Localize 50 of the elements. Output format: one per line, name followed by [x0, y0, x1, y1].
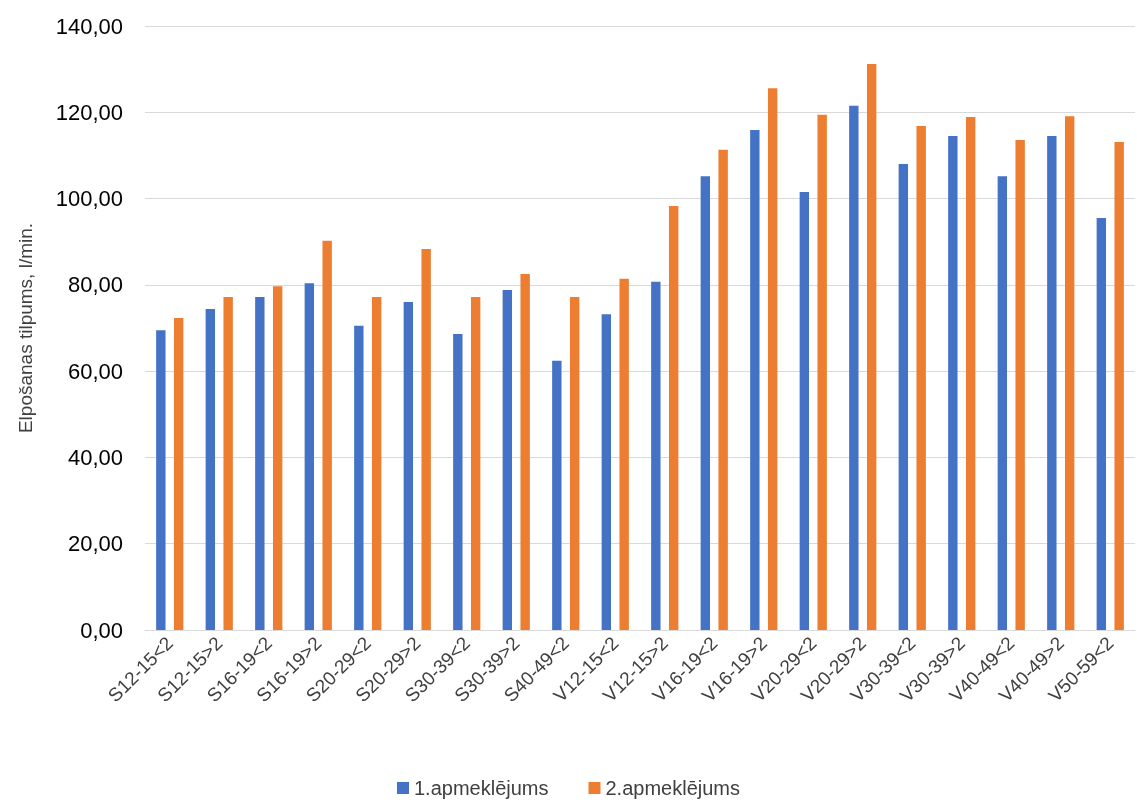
bar: [718, 149, 728, 630]
y-tick-label: 100,00: [55, 186, 123, 212]
y-tick-label: 20,00: [67, 531, 123, 557]
bar: [898, 164, 909, 630]
bar: [371, 296, 382, 630]
bar: [750, 129, 760, 630]
bar: [767, 88, 778, 630]
bar: [1114, 142, 1124, 630]
bar: [403, 302, 414, 630]
bar: [799, 192, 810, 630]
bar: [354, 325, 364, 630]
bar: [965, 117, 976, 630]
y-tick-label: 140,00: [55, 13, 123, 39]
bar: [502, 290, 513, 630]
bar: [1064, 116, 1075, 630]
bar: [223, 296, 233, 630]
bar: [156, 330, 166, 630]
bar: [601, 314, 612, 630]
bar: [255, 296, 265, 630]
y-tick-label: 80,00: [67, 272, 123, 298]
bar: [619, 278, 629, 630]
bar: [520, 274, 530, 630]
bar: [470, 296, 481, 630]
bar: [421, 249, 431, 630]
bar: [1015, 139, 1025, 630]
bar: [817, 114, 827, 630]
bar: [700, 176, 711, 630]
bar: [948, 136, 958, 630]
bar: [205, 309, 216, 630]
y-tick-label: 40,00: [67, 444, 123, 470]
y-tick-label: 60,00: [67, 358, 123, 384]
bar: [1047, 136, 1057, 630]
bar: [668, 205, 679, 630]
y-axis-title: Elpošanas tilpums, l/min.: [15, 222, 36, 434]
bar: [866, 63, 877, 630]
y-tick-label: 120,00: [55, 99, 123, 125]
bar: [304, 283, 315, 630]
bar: [173, 318, 184, 630]
legend-label: 1.apmeklējums: [414, 777, 549, 799]
bar: [272, 286, 283, 630]
bar: [1096, 217, 1107, 630]
bar: [322, 240, 332, 630]
bar: [651, 281, 661, 630]
bar: [849, 105, 859, 630]
bar: [552, 360, 562, 630]
bar: [916, 126, 926, 630]
bar: [569, 296, 580, 630]
bar: [997, 176, 1008, 630]
legend-label: 2.apmeklējums: [605, 777, 741, 799]
bar: [453, 334, 463, 630]
